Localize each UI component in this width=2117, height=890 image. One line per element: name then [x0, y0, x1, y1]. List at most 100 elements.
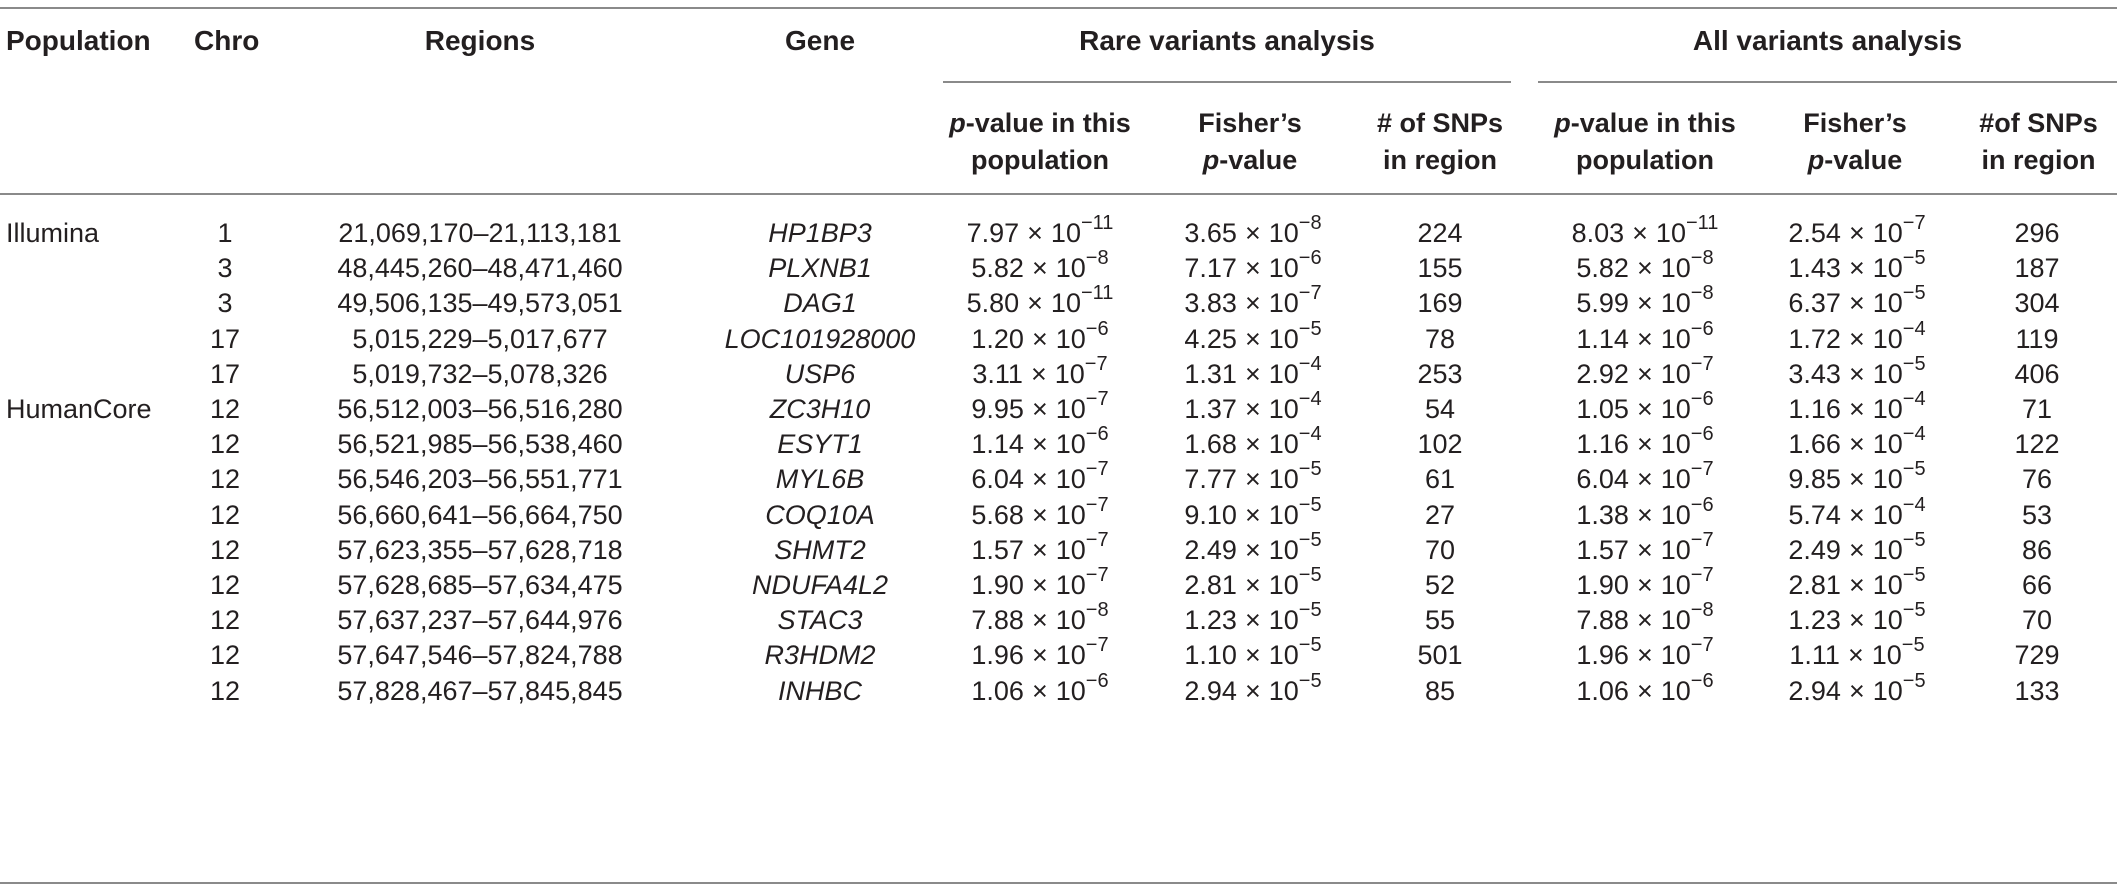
- base-ten: 10: [1660, 605, 1691, 635]
- exponent: −5: [1902, 353, 1926, 375]
- times-symbol: ×: [1031, 640, 1048, 670]
- mantissa: 1.16: [1788, 394, 1841, 424]
- exponent: −7: [1085, 529, 1109, 551]
- mantissa: 2.81: [1788, 570, 1841, 600]
- exponent: −4: [1298, 423, 1322, 445]
- base-ten: 10: [1660, 359, 1691, 389]
- exponent: −5: [1298, 599, 1322, 621]
- cell-rare-fisher: 1.31 × 10−4: [1158, 354, 1348, 394]
- base-ten: 10: [1872, 394, 1903, 424]
- subheader-rare-fisher: Fisher’s p-value: [1170, 105, 1330, 179]
- cell-chro: 12: [209, 605, 241, 635]
- cell-rare-snps: 55: [1424, 605, 1456, 635]
- exponent: −6: [1690, 318, 1714, 340]
- cell-region: 56,521,985–56,538,460: [337, 429, 623, 459]
- mantissa: 1.16: [1576, 429, 1629, 459]
- base-ten: 10: [1055, 605, 1086, 635]
- exponent: −7: [1690, 353, 1714, 375]
- base-ten: 10: [1055, 676, 1086, 706]
- exponent: −8: [1085, 247, 1109, 269]
- exponent: −11: [1080, 282, 1114, 304]
- cell-all-snps: 133: [2014, 676, 2060, 706]
- cell-all-fisher: 9.85 × 10−5: [1762, 459, 1952, 499]
- mantissa: 6.37: [1788, 288, 1841, 318]
- exponent: −5: [1902, 599, 1926, 621]
- cell-population: HumanCore: [6, 394, 152, 424]
- base-ten: 10: [1268, 464, 1299, 494]
- exponent: −5: [1902, 458, 1926, 480]
- times-symbol: ×: [1636, 394, 1653, 424]
- mantissa: 3.43: [1788, 359, 1841, 389]
- cell-region: 56,660,641–56,664,750: [337, 500, 623, 530]
- base-ten: 10: [1268, 570, 1299, 600]
- cell-all-fisher: 1.72 × 10−4: [1762, 319, 1952, 359]
- subheader-all-snps: #of SNPs in region: [1960, 105, 2117, 179]
- snps-line1: # of SNPs: [1376, 108, 1504, 138]
- base-ten: 10: [1660, 676, 1691, 706]
- cell-rare-p: 7.97 × 10−11: [920, 213, 1160, 253]
- cell-gene: INHBC: [777, 676, 862, 706]
- cell-rare-fisher: 2.94 × 10−5: [1158, 671, 1348, 711]
- exponent: −6: [1690, 423, 1714, 445]
- base-ten: 10: [1050, 288, 1081, 318]
- header-rare-variants: Rare variants analysis: [1079, 25, 1375, 56]
- mantissa: 1.20: [971, 324, 1024, 354]
- mantissa: 9.85: [1788, 464, 1841, 494]
- cell-all-p: 1.96 × 10−7: [1525, 635, 1765, 675]
- times-symbol: ×: [1848, 253, 1865, 283]
- cell-all-snps: 122: [2014, 429, 2060, 459]
- exponent: −4: [1298, 353, 1322, 375]
- cell-rare-snps: 52: [1424, 570, 1456, 600]
- mantissa: 7.88: [971, 605, 1024, 635]
- times-symbol: ×: [1027, 218, 1043, 248]
- times-symbol: ×: [1636, 464, 1653, 494]
- subheader-all-fisher: Fisher’s p-value: [1775, 105, 1935, 179]
- cell-all-p: 5.99 × 10−8: [1525, 283, 1765, 323]
- base-ten: 10: [1054, 359, 1085, 389]
- top-rule: [0, 7, 2117, 9]
- pvalue-line2: population: [1576, 145, 1714, 175]
- base-ten: 10: [1660, 253, 1691, 283]
- base-ten: 10: [1660, 394, 1691, 424]
- times-symbol: ×: [1847, 640, 1864, 670]
- mantissa: 5.82: [1576, 253, 1629, 283]
- cell-gene: R3HDM2: [764, 640, 876, 670]
- cell-all-fisher: 6.37 × 10−5: [1762, 283, 1952, 323]
- base-ten: 10: [1660, 640, 1691, 670]
- exponent: −5: [1298, 670, 1322, 692]
- times-symbol: ×: [1031, 570, 1048, 600]
- mantissa: 1.57: [971, 535, 1024, 565]
- mantissa: 1.14: [1576, 324, 1629, 354]
- subheader-rare-pvalue: p-value in this population: [920, 105, 1160, 179]
- times-symbol: ×: [1848, 500, 1865, 530]
- cell-rare-p: 5.82 × 10−8: [920, 248, 1160, 288]
- base-ten: 10: [1268, 288, 1299, 318]
- mantissa: 2.49: [1184, 535, 1237, 565]
- exponent: −5: [1298, 529, 1322, 551]
- times-symbol: ×: [1244, 570, 1261, 600]
- cell-gene: LOC101928000: [724, 324, 916, 354]
- cell-all-p: 1.57 × 10−7: [1525, 530, 1765, 570]
- cell-all-snps: 70: [2021, 605, 2053, 635]
- cell-rare-fisher: 1.37 × 10−4: [1158, 389, 1348, 429]
- exponent: −8: [1298, 212, 1322, 234]
- cell-gene: NDUFA4L2: [751, 570, 889, 600]
- mantissa: 1.57: [1576, 535, 1629, 565]
- cell-all-p: 1.90 × 10−7: [1525, 565, 1765, 605]
- mantissa: 1.11: [1789, 640, 1840, 670]
- cell-all-p: 7.88 × 10−8: [1525, 600, 1765, 640]
- pvalue-line1: -value in this: [965, 108, 1131, 138]
- cell-region: 56,546,203–56,551,771: [337, 464, 623, 494]
- mantissa: 7.88: [1576, 605, 1629, 635]
- base-ten: 10: [1055, 464, 1086, 494]
- times-symbol: ×: [1244, 394, 1261, 424]
- mantissa: 1.72: [1788, 324, 1841, 354]
- cell-all-p: 2.92 × 10−7: [1525, 354, 1765, 394]
- cell-gene: COQ10A: [765, 500, 875, 530]
- cell-rare-snps: 78: [1424, 324, 1456, 354]
- snps-line2: in region: [1383, 145, 1497, 175]
- cell-all-snps: 76: [2021, 464, 2053, 494]
- cell-all-fisher: 3.43 × 10−5: [1762, 354, 1952, 394]
- cell-all-p: 1.14 × 10−6: [1525, 319, 1765, 359]
- base-ten: 10: [1872, 218, 1903, 248]
